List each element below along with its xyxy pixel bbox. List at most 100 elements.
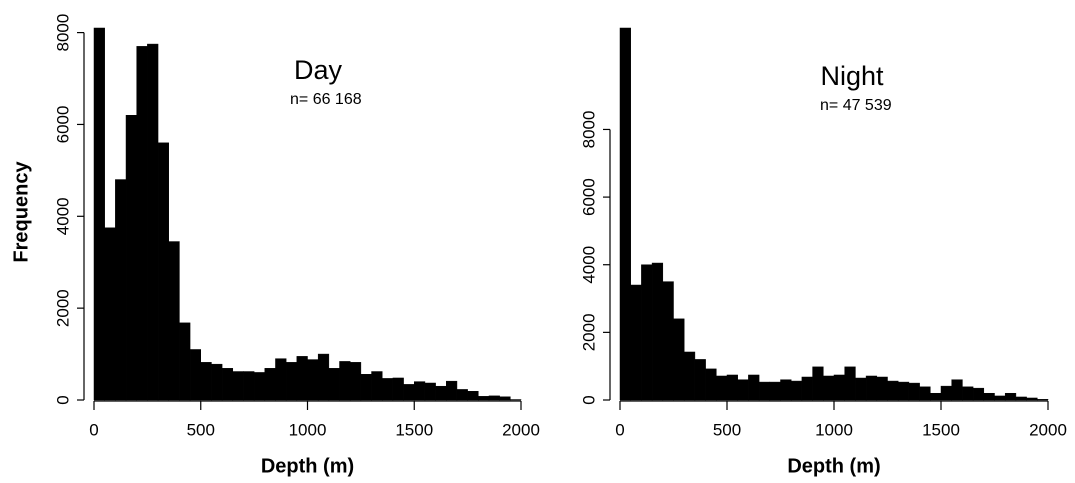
bar — [189, 349, 201, 401]
bar — [371, 371, 383, 401]
bar — [748, 374, 760, 401]
bar — [716, 375, 728, 401]
bar — [136, 46, 148, 401]
bar — [275, 358, 287, 401]
bar — [1004, 392, 1017, 401]
bar — [790, 380, 803, 401]
x-tick-label: 1500 — [395, 420, 433, 439]
bar — [435, 385, 447, 401]
y-tick-label: 8000 — [53, 14, 72, 52]
bar — [104, 227, 116, 401]
bar — [630, 284, 642, 401]
x-tick-label: 2000 — [502, 420, 540, 439]
bar — [179, 322, 191, 401]
bar — [673, 318, 685, 401]
bar — [1026, 397, 1038, 401]
bar — [737, 379, 749, 401]
bar — [403, 384, 415, 401]
bar — [446, 380, 458, 401]
bar — [662, 281, 674, 401]
bar — [833, 374, 845, 401]
x-tick-label: 0 — [615, 420, 624, 439]
bar — [619, 27, 631, 401]
bar — [876, 376, 888, 401]
y-tick-label: 4000 — [53, 197, 72, 235]
bar — [317, 353, 330, 401]
bar — [381, 378, 394, 401]
x-tick-label: 500 — [187, 420, 215, 439]
bar — [285, 362, 298, 401]
bar — [641, 264, 653, 401]
bar — [243, 371, 255, 401]
bar — [360, 374, 372, 401]
bar — [865, 375, 878, 401]
bar — [307, 359, 319, 401]
bar — [919, 386, 931, 401]
bar — [414, 381, 426, 401]
sample-size: n= 66 168 — [290, 91, 362, 108]
bar — [1037, 399, 1049, 401]
bar — [812, 366, 824, 401]
bar — [296, 356, 308, 401]
bar — [801, 376, 813, 401]
bar — [424, 382, 436, 401]
bar — [264, 368, 276, 401]
bar — [125, 115, 137, 401]
bar — [147, 43, 159, 401]
bar — [758, 381, 771, 401]
bar — [392, 377, 404, 401]
bar — [168, 241, 180, 401]
bar — [683, 351, 696, 401]
bar — [467, 391, 479, 401]
bar — [962, 386, 974, 401]
bar — [972, 387, 985, 401]
bar — [940, 385, 952, 401]
bar — [780, 379, 792, 401]
bar — [887, 380, 899, 401]
y-axis-title: Frequency — [10, 161, 32, 263]
y-tick-label: 6000 — [579, 178, 598, 216]
bar — [726, 374, 738, 401]
chart-title: Night — [820, 61, 884, 91]
x-tick-label: 1000 — [289, 420, 327, 439]
x-tick-label: 1500 — [922, 420, 960, 439]
x-tick-label: 500 — [713, 420, 741, 439]
bar — [930, 392, 942, 401]
bar — [994, 395, 1006, 401]
bar — [951, 379, 963, 401]
bar — [823, 375, 835, 401]
bar — [349, 362, 362, 401]
bar — [456, 389, 468, 401]
bar — [253, 372, 266, 401]
bar — [200, 362, 212, 401]
bar — [488, 395, 500, 401]
x-tick-label: 2000 — [1029, 420, 1067, 439]
bar — [897, 381, 910, 401]
bar — [1015, 396, 1027, 401]
y-tick-label: 8000 — [579, 111, 598, 149]
y-tick-label: 2000 — [53, 289, 72, 327]
bar — [221, 368, 234, 401]
bar — [499, 396, 511, 401]
bar — [769, 381, 781, 401]
x-axis-title: Depth (m) — [787, 455, 880, 477]
x-tick-label: 0 — [89, 420, 98, 439]
x-axis-title: Depth (m) — [261, 455, 354, 477]
bar — [339, 361, 351, 401]
bar — [232, 371, 244, 401]
chart-title: Day — [294, 55, 343, 85]
bar — [855, 377, 867, 401]
sample-size: n= 47 539 — [820, 97, 892, 114]
y-tick-label: 6000 — [53, 106, 72, 144]
x-tick-label: 1000 — [815, 420, 853, 439]
bar — [115, 179, 127, 401]
bar — [844, 366, 856, 401]
y-tick-label: 0 — [53, 395, 72, 404]
bar — [705, 368, 717, 401]
bar — [93, 27, 105, 401]
bar — [651, 262, 664, 401]
y-tick-label: 4000 — [579, 246, 598, 284]
bar — [908, 382, 920, 401]
bar — [157, 142, 169, 401]
